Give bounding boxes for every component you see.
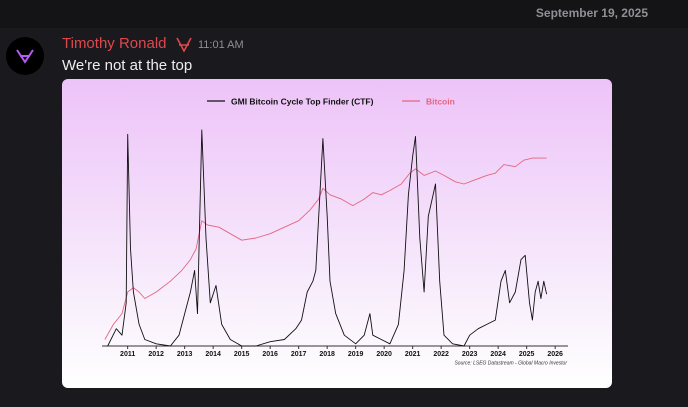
message-text: We're not at the top <box>62 57 192 74</box>
x-tick-label: 2020 <box>376 351 392 358</box>
avatar-logo <box>16 49 34 64</box>
x-tick-label: 2016 <box>262 351 278 358</box>
legend-label: Bitcoin <box>426 96 455 106</box>
chart: GMI Bitcoin Cycle Top Finder (CTF) Bitcoi… <box>102 96 568 366</box>
x-tick-label: 2017 <box>291 351 307 358</box>
series-line <box>107 129 548 347</box>
x-tick-label: 2015 <box>234 351 250 358</box>
x-tick-label: 2011 <box>120 351 135 358</box>
source-note: Source: LSEG Datastream - Global Macro I… <box>454 360 567 366</box>
x-tick-label: 2023 <box>462 351 478 358</box>
chart-image[interactable] <box>62 79 612 388</box>
series-line <box>104 157 547 340</box>
x-tick-label: 2026 <box>547 351 563 358</box>
x-tick-label: 2022 <box>433 351 449 358</box>
x-tick-label: 2012 <box>148 351 164 358</box>
timestamp: 11:01 AM <box>198 39 244 51</box>
date-bar <box>0 0 688 28</box>
x-tick-label: 2024 <box>490 351 506 358</box>
x-tick-label: 2014 <box>205 351 221 358</box>
x-tick-label: 2013 <box>177 351 193 358</box>
author-name[interactable]: Timothy Ronald <box>62 35 167 52</box>
x-tick-label: 2018 <box>319 351 335 358</box>
x-tick-label: 2025 <box>519 351 535 358</box>
author-badge <box>176 37 192 53</box>
x-tick-label: 2019 <box>348 351 364 358</box>
legend-label: GMI Bitcoin Cycle Top Finder (CTF) <box>231 96 374 106</box>
date-divider: September 19, 2025 <box>536 6 648 20</box>
x-tick-label: 2021 <box>405 351 421 358</box>
